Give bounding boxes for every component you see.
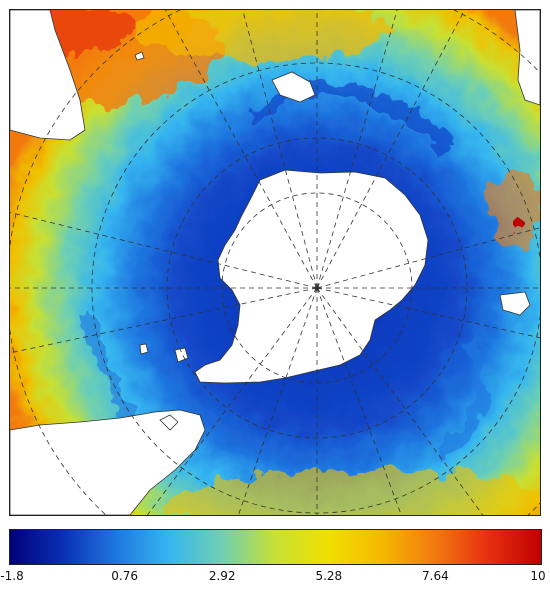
colorbar-tick-label: 5.28 bbox=[315, 569, 343, 583]
island-small bbox=[134, 51, 145, 61]
south-america bbox=[10, 10, 86, 141]
south-pole-marker bbox=[314, 285, 320, 291]
colorbar-tick-label: 10 bbox=[530, 569, 546, 583]
colorbar-tick-label: 2.92 bbox=[208, 569, 236, 583]
land bbox=[10, 10, 540, 515]
antarctica bbox=[194, 169, 429, 384]
africa bbox=[514, 10, 540, 106]
colorbar bbox=[9, 529, 542, 565]
colorbar-tick-label: -1.8 bbox=[0, 569, 24, 583]
colorbar-tick-label: 7.64 bbox=[422, 569, 449, 583]
australia bbox=[10, 409, 206, 515]
colorbar-tick-label: 0.76 bbox=[111, 569, 138, 583]
graticule bbox=[10, 10, 540, 515]
island-right bbox=[499, 291, 531, 316]
sst-map bbox=[9, 9, 541, 516]
colorbar-tick-labels: -1.8 0.76 2.92 5.28 7.64 10 bbox=[0, 569, 550, 585]
island-left2 bbox=[139, 343, 149, 355]
island-top bbox=[271, 71, 316, 103]
nz-tip bbox=[159, 414, 179, 431]
